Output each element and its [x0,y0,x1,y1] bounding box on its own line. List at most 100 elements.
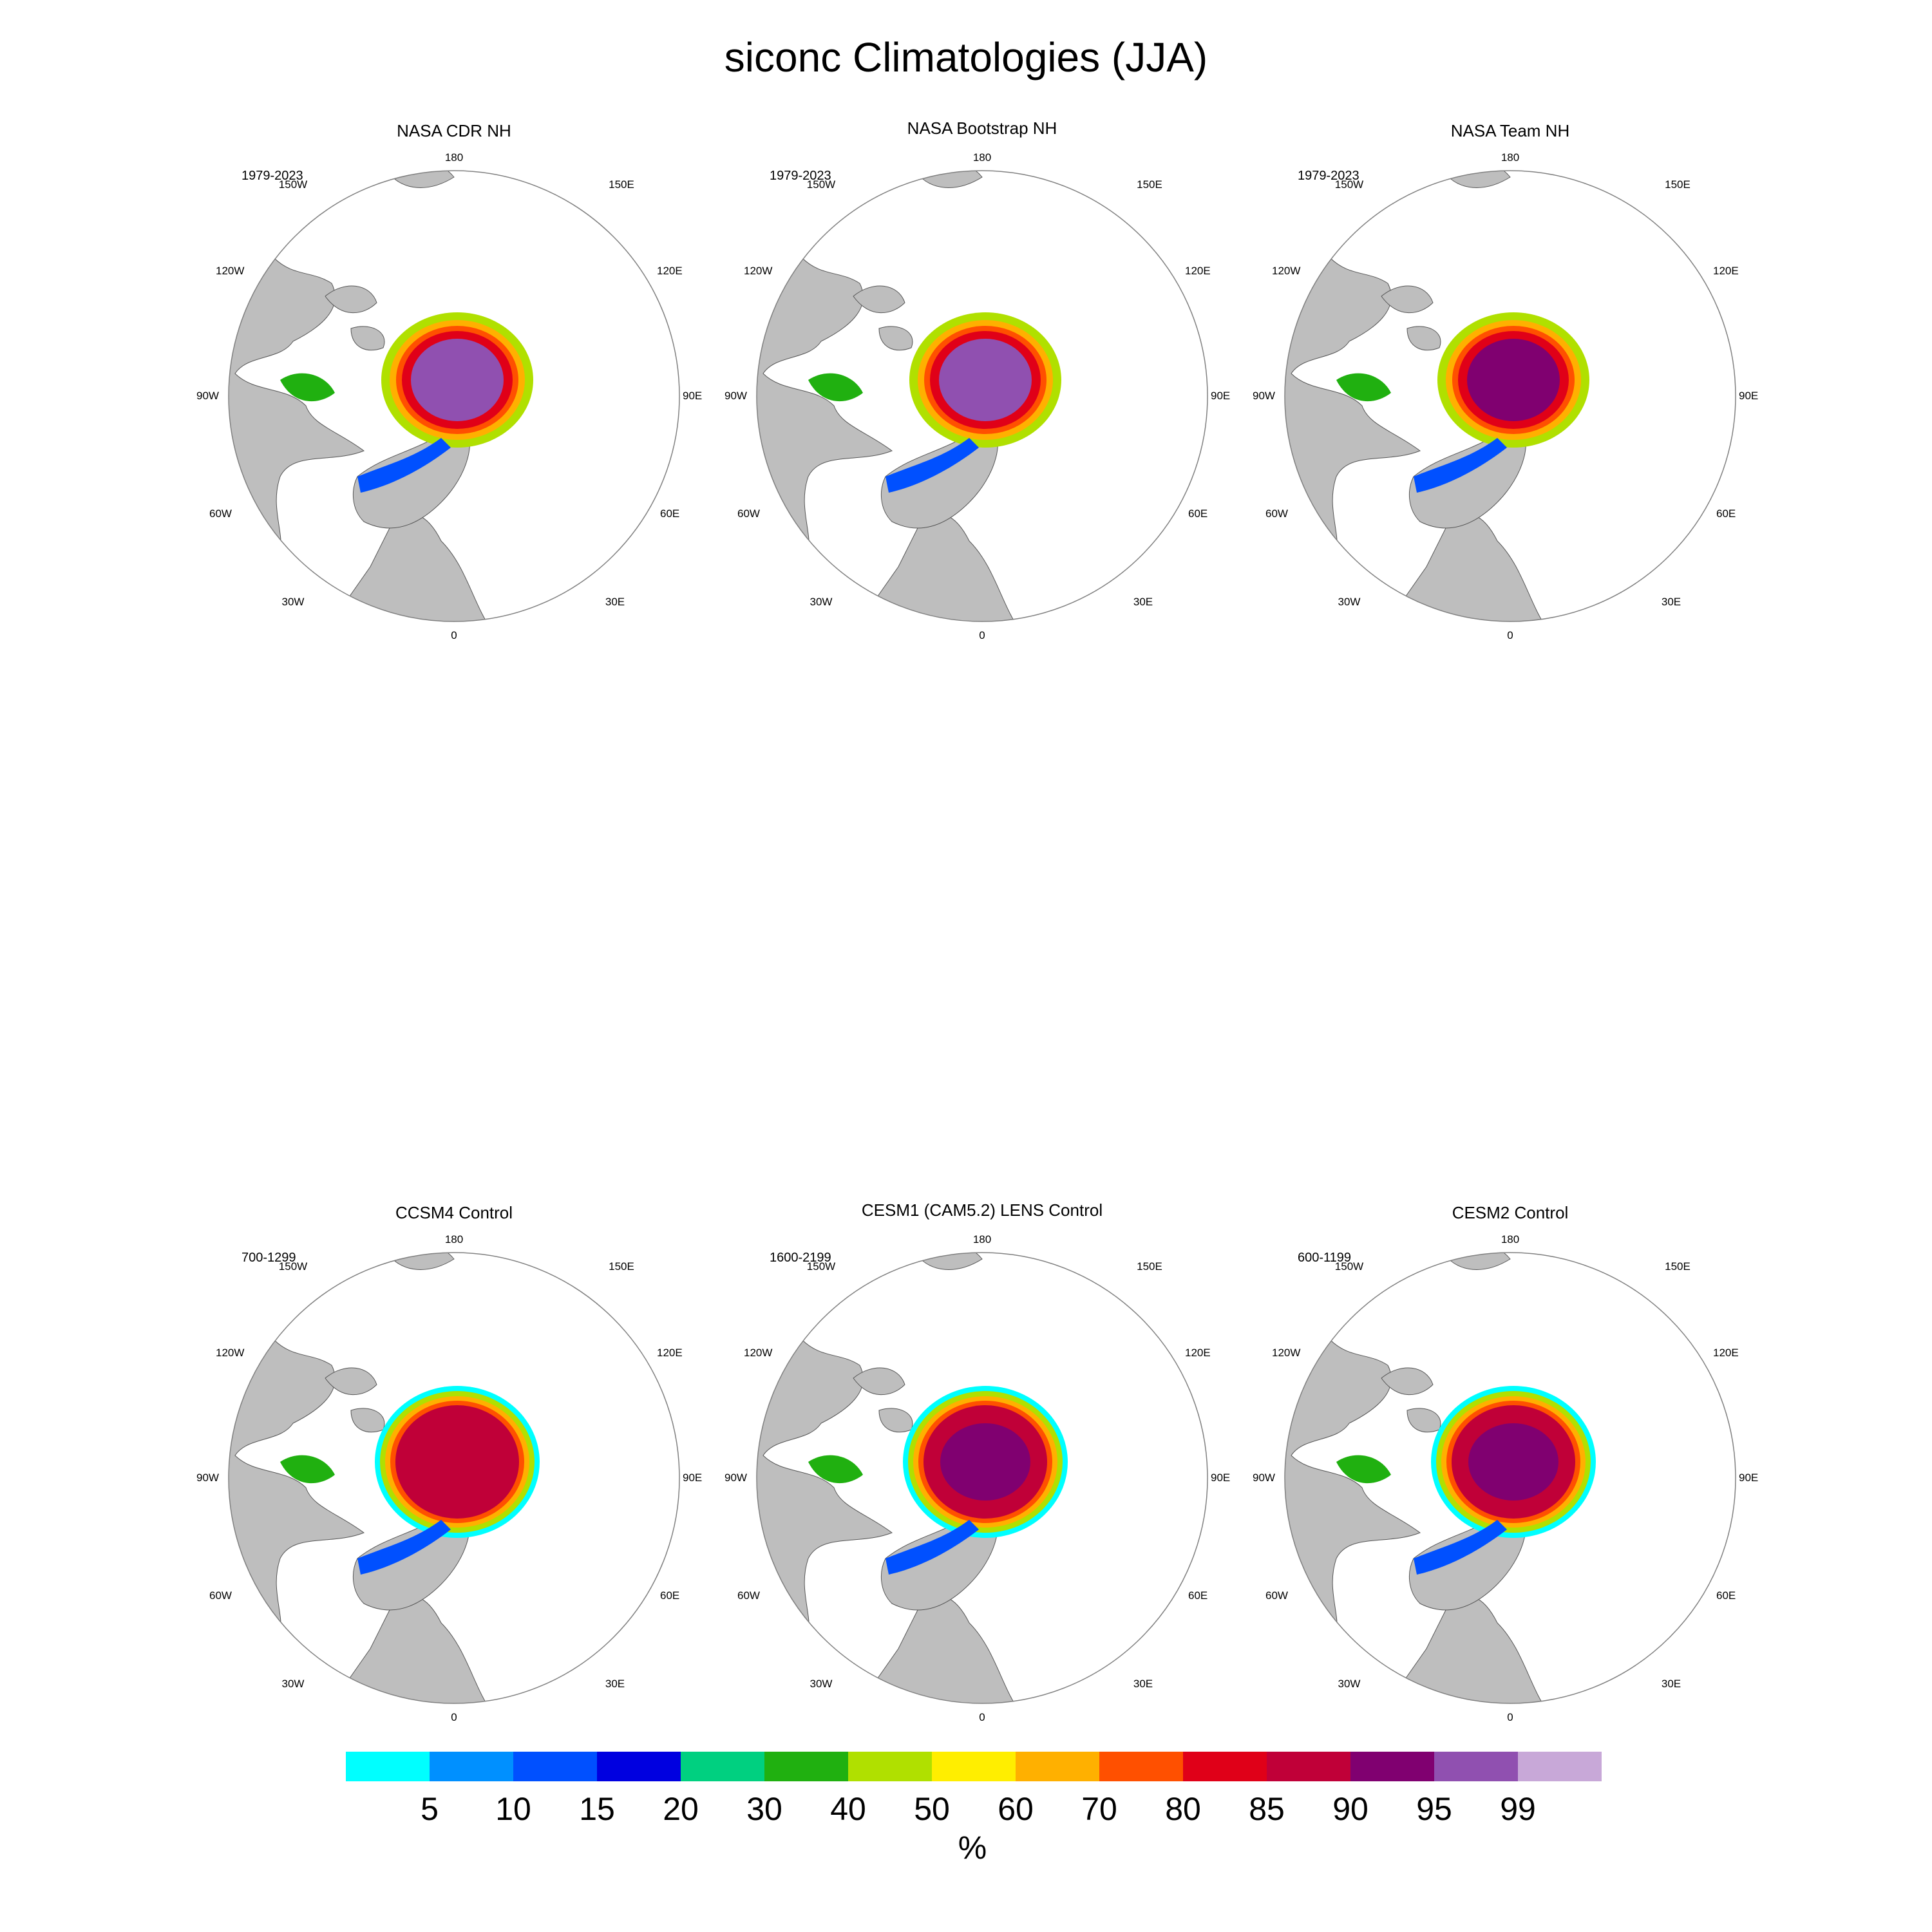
longitude-label: 120W [744,1347,772,1359]
longitude-label: 180 [445,151,463,164]
colorbar-tick-label: 5 [421,1791,439,1827]
panel-year-range: 600-1199 [1298,1251,1352,1265]
sea-ice-greenland-coast [1414,1520,1507,1575]
longitude-label: 180 [1501,1233,1519,1245]
polar-map: 180 0 150W 150E 120W 120E 90W 90E 60W 60E 30W 30E [724,1233,1230,1723]
longitude-label: 150W [807,178,835,191]
map-boundary [756,170,1208,622]
longitude-label: 60E [1188,1589,1208,1602]
longitude-label: 90W [724,1472,747,1484]
panel-year-range: 700-1299 [242,1251,296,1265]
sea-ice-contour [412,1423,502,1501]
colorbar-swatch [681,1752,764,1781]
colorbar-swatch [932,1752,1016,1781]
panel-title: CESM2 Control [1452,1203,1569,1222]
longitude-label: 150E [1665,1260,1690,1273]
sea-ice-greenland-coast [357,438,451,493]
longitude-label: 150W [807,1260,835,1273]
sea-ice-hudson [1336,373,1391,402]
longitude-label: 120E [1185,1347,1211,1359]
longitude-label: 30E [1133,1678,1153,1690]
sea-ice-contour [940,1423,1030,1501]
land-mass [350,326,385,351]
colorbar [346,1752,1602,1783]
longitude-label: 30W [282,1678,305,1690]
map-boundary [1284,1252,1736,1704]
longitude-label: 150E [609,178,634,191]
sea-ice-contour [1468,1423,1558,1501]
map-panel: NASA Team NH 1979-2023 180 0 150W 150E 120W 120… [1253,116,1781,644]
land-mass [1381,285,1434,314]
longitude-label: 120W [216,265,244,277]
land-mass [389,1253,455,1270]
colorbar-swatch [346,1752,430,1781]
colorbar-swatch [764,1752,848,1781]
longitude-label: 0 [979,1711,985,1723]
longitude-label: 90E [683,1472,702,1484]
longitude-label: 90W [196,1472,219,1484]
longitude-label: 60E [660,1589,679,1602]
sea-ice-greenland-coast [886,438,979,493]
colorbar-swatch [1434,1752,1518,1781]
panel-title: CCSM4 Control [395,1203,513,1222]
longitude-label: 30W [1338,1678,1361,1690]
longitude-label: 150E [1137,178,1162,191]
panel-title: NASA Bootstrap NH [907,118,1057,138]
longitude-label: 0 [451,629,457,641]
sea-ice-contour [1467,339,1560,421]
land-mass [853,285,905,314]
longitude-label: 90W [1253,390,1275,402]
longitude-label: 180 [973,1233,991,1245]
longitude-label: 90E [683,390,702,402]
colorbar-tick-label: 85 [1249,1791,1285,1827]
longitude-label: 180 [1501,151,1519,164]
colorbar-tick-label: 15 [579,1791,615,1827]
longitude-label: 90W [1253,1472,1275,1484]
colorbar-swatch [1518,1752,1602,1781]
longitude-label: 90E [1211,1472,1230,1484]
longitude-label: 60E [1716,1589,1736,1602]
panel-year-range: 1979-2023 [1298,169,1359,183]
colorbar-tick-label: 20 [663,1791,699,1827]
colorbar-tick-label: 40 [830,1791,866,1827]
map-boundary [1284,170,1736,622]
panel-year-range: 1979-2023 [770,169,831,183]
longitude-label: 90W [196,390,219,402]
polar-map: 180 0 150W 150E 120W 120E 90W 90E 60W 60E 30W 30E [196,1233,702,1723]
longitude-label: 0 [979,629,985,641]
polar-map: 180 0 150W 150E 120W 120E 90W 90E 60W 60E 30W 30E [724,151,1230,641]
map-boundary [756,1252,1208,1704]
longitude-label: 120E [1185,265,1211,277]
longitude-label: 30W [282,596,305,608]
longitude-label: 60W [209,1589,232,1602]
longitude-label: 30E [1133,596,1153,608]
longitude-label: 180 [445,1233,463,1245]
colorbar-tick-label: 95 [1416,1791,1452,1827]
longitude-label: 120W [1272,265,1300,277]
longitude-label: 60W [737,1589,760,1602]
colorbar-swatch [1350,1752,1434,1781]
colorbar-swatch [1183,1752,1267,1781]
map-panel: NASA Bootstrap NH 1979-2023 180 0 150W 150E 12… [724,116,1253,644]
land-mass [325,285,377,314]
polar-map: 180 0 150W 150E 120W 120E 90W 90E 60W 60E 30W 30E [1253,151,1758,641]
longitude-label: 90E [1211,390,1230,402]
longitude-label: 30E [605,1678,625,1690]
land-mass [325,1367,377,1396]
map-panel: CESM2 Control 600-1199 180 0 150W 150E 120W 120… [1253,1198,1781,1726]
longitude-label: 30E [605,596,625,608]
colorbar-tick-label: 50 [914,1791,950,1827]
map-boundary [228,1252,680,1704]
longitude-label: 180 [973,151,991,164]
longitude-label: 90E [1739,1472,1758,1484]
longitude-label: 60W [1265,1589,1288,1602]
longitude-label: 60E [660,507,679,520]
land-mass [1445,1253,1511,1270]
colorbar-unit: % [958,1830,987,1866]
longitude-label: 150E [609,1260,634,1273]
colorbar-swatch [1099,1752,1183,1781]
sea-ice-greenland-coast [1414,438,1507,493]
longitude-label: 60W [1265,507,1288,520]
polar-map: 180 0 150W 150E 120W 120E 90W 90E 60W 60E 30W 30E [196,151,702,641]
polar-map: 180 0 150W 150E 120W 120E 90W 90E 60W 60E 30W 30E [1253,1233,1758,1723]
